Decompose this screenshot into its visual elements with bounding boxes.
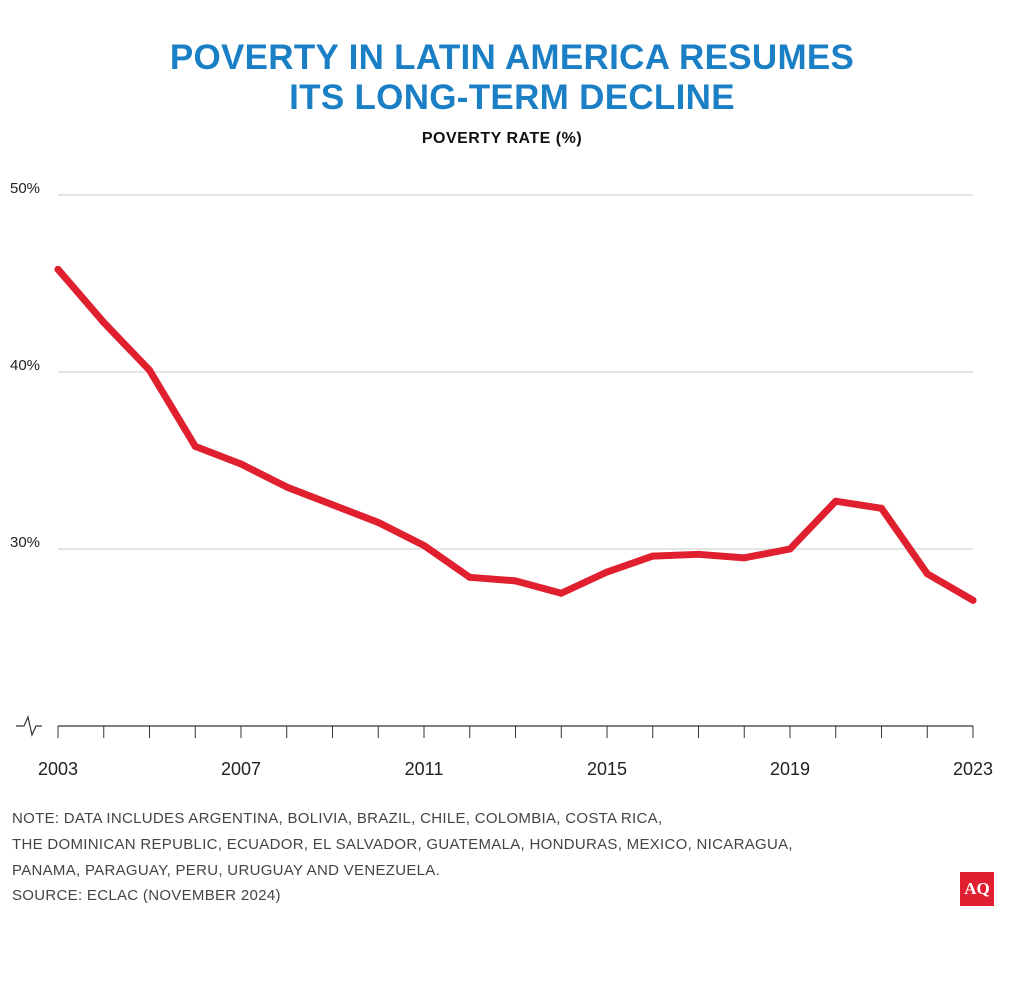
x-tick-label: 2007 <box>221 759 261 779</box>
chart-note: NOTE: DATA INCLUDES ARGENTINA, BOLIVIA, … <box>12 806 892 884</box>
data-point <box>923 570 931 578</box>
data-point <box>54 265 62 273</box>
data-point <box>420 541 428 549</box>
x-tick-label: 2023 <box>953 759 993 779</box>
x-tick-label: 2003 <box>38 759 78 779</box>
data-point <box>374 518 382 526</box>
data-point <box>100 318 108 326</box>
y-tick-label: 40% <box>10 357 40 374</box>
data-point <box>237 460 245 468</box>
note-line-3: PANAMA, PARAGUAY, PERU, URUGUAY AND VENE… <box>12 862 441 879</box>
x-tick-label: 2015 <box>587 759 627 779</box>
data-point <box>146 366 153 374</box>
x-tick-label: 2011 <box>405 759 444 779</box>
data-point <box>695 550 702 558</box>
y-tick-label: 50% <box>10 180 40 197</box>
chart-title: POVERTY IN LATIN AMERICA RESUMES ITS LON… <box>0 38 1024 118</box>
chart-title-line-2: ITS LONG-TERM DECLINE <box>289 78 735 117</box>
data-point <box>603 568 611 576</box>
data-point <box>329 501 336 509</box>
axis-break-icon <box>16 715 42 737</box>
data-point <box>832 497 840 505</box>
data-point <box>878 504 885 512</box>
data-point <box>969 596 977 604</box>
data-point <box>466 573 474 581</box>
data-point <box>740 554 748 562</box>
x-tick-label: 2019 <box>770 759 810 779</box>
data-point <box>191 442 199 450</box>
data-point <box>557 589 565 597</box>
note-line-1: NOTE: DATA INCLUDES ARGENTINA, BOLIVIA, … <box>12 810 663 827</box>
data-point <box>786 545 794 553</box>
chart-title-line-1: POVERTY IN LATIN AMERICA RESUMES <box>169 38 855 77</box>
chart-subtitle: POVERTY RATE (%) <box>421 130 583 147</box>
data-point <box>512 577 519 585</box>
chart-source: SOURCE: ECLAC (NOVEMBER 2024) <box>12 887 281 904</box>
data-point <box>649 552 657 560</box>
aq-logo: AQ <box>960 872 994 906</box>
note-line-2: THE DOMINICAN REPUBLIC, ECUADOR, EL SALV… <box>12 836 793 853</box>
data-point <box>283 483 291 491</box>
y-tick-label: 30% <box>10 534 40 551</box>
poverty-rate-line <box>54 265 977 604</box>
